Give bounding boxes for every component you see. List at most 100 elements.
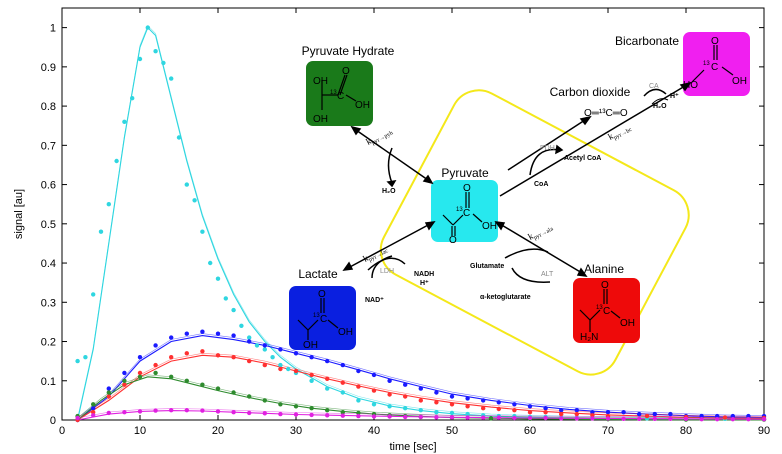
data-point-series-3 xyxy=(137,374,143,379)
data-point-series-2 xyxy=(200,349,205,354)
svg-text:OH: OH xyxy=(313,76,328,87)
data-point-series-0 xyxy=(418,408,423,413)
svg-text:H₂N: H₂N xyxy=(580,332,598,343)
data-point-series-1 xyxy=(184,331,189,336)
data-point-series-1 xyxy=(730,413,735,419)
data-point-series-2 xyxy=(356,384,361,389)
data-point-series-4 xyxy=(262,411,267,416)
data-point-series-2 xyxy=(418,398,423,403)
data-point-series-2 xyxy=(247,358,252,364)
data-point-series-0 xyxy=(91,292,96,297)
data-point-series-1 xyxy=(325,358,330,364)
data-point-series-2 xyxy=(122,382,127,387)
data-point-series-4 xyxy=(746,417,751,422)
y-tick-label: 0.7 xyxy=(41,140,56,152)
data-point-series-1 xyxy=(590,410,595,415)
data-point-series-0 xyxy=(239,323,244,328)
data-point-series-2 xyxy=(434,400,439,405)
lactate-title: Lactate xyxy=(298,267,338,281)
data-point-series-1 xyxy=(106,386,112,391)
nad-label: NAD⁺ xyxy=(365,297,384,304)
data-point-series-4 xyxy=(527,415,533,421)
svg-text:O: O xyxy=(449,235,457,246)
plot-area xyxy=(61,7,765,421)
data-point-series-4 xyxy=(574,416,579,421)
data-point-series-0 xyxy=(403,406,408,411)
y-tick-label: 0.9 xyxy=(41,62,56,74)
data-point-series-0 xyxy=(325,386,330,391)
data-point-series-2 xyxy=(512,408,517,413)
data-point-series-1 xyxy=(137,355,143,360)
svg-text:13: 13 xyxy=(330,90,337,96)
data-point-series-1 xyxy=(247,339,252,344)
data-point-series-1 xyxy=(574,408,579,413)
data-point-series-4 xyxy=(715,417,720,422)
data-point-series-3 xyxy=(184,378,189,383)
pdh-label: PDH xyxy=(540,145,555,152)
svg-text:HO: HO xyxy=(683,80,698,91)
data-point-series-1 xyxy=(262,343,267,348)
svg-text:C: C xyxy=(463,208,470,219)
svg-text:OH: OH xyxy=(338,327,353,338)
data-point-series-3 xyxy=(215,386,221,391)
data-point-series-2 xyxy=(496,406,501,412)
fit-band-series-1 xyxy=(77,333,765,419)
coa-label: CoA xyxy=(534,181,548,188)
data-point-series-4 xyxy=(356,413,361,419)
data-point-series-1 xyxy=(543,406,548,411)
data-point-series-1 xyxy=(387,378,392,383)
data-point-series-4 xyxy=(340,413,345,418)
data-point-series-0 xyxy=(130,96,135,101)
data-point-series-4 xyxy=(621,416,626,421)
data-point-series-4 xyxy=(75,415,80,421)
data-point-series-2 xyxy=(465,404,470,409)
svg-text:OH: OH xyxy=(732,76,747,87)
data-point-series-2 xyxy=(403,394,408,399)
data-point-series-0 xyxy=(449,410,455,416)
data-point-series-2 xyxy=(371,388,377,393)
x-axis: 0 10 20 30 40 50 60 70 80 90 xyxy=(59,8,770,437)
x-tick-label: 30 xyxy=(290,425,302,437)
data-point-series-0 xyxy=(122,119,127,125)
data-point-series-1 xyxy=(512,402,517,407)
data-point-series-3 xyxy=(231,390,236,395)
data-point-series-4 xyxy=(309,412,314,418)
data-point-series-3 xyxy=(340,410,345,415)
data-point-series-0 xyxy=(75,358,80,364)
y-tick-label: 0.6 xyxy=(41,180,56,192)
x-tick-label: 10 xyxy=(134,425,146,437)
pool-outline xyxy=(379,89,690,376)
data-point-series-2 xyxy=(340,380,345,385)
data-point-series-1 xyxy=(309,355,314,360)
ldh-label: LDH xyxy=(380,268,394,275)
nadh-label: NADH xyxy=(414,271,434,278)
data-point-series-0 xyxy=(262,347,267,352)
data-point-series-0 xyxy=(184,182,189,187)
data-point-series-0 xyxy=(208,260,213,266)
data-point-series-2 xyxy=(153,362,158,368)
y-tick-label: 0.3 xyxy=(41,297,56,309)
data-point-series-2 xyxy=(262,362,267,368)
data-point-series-0 xyxy=(309,378,314,383)
data-point-series-1 xyxy=(371,372,377,378)
data-point-series-2 xyxy=(309,372,314,378)
data-point-series-2 xyxy=(481,406,486,411)
data-point-series-0 xyxy=(223,296,228,301)
data-point-series-4 xyxy=(637,416,642,421)
data-points xyxy=(75,25,767,423)
data-point-series-2 xyxy=(278,366,283,372)
data-point-series-0 xyxy=(231,307,236,313)
data-point-series-1 xyxy=(652,411,657,417)
y-axis-label: signal [au] xyxy=(13,189,25,239)
data-point-series-2 xyxy=(644,413,650,419)
data-point-series-3 xyxy=(153,370,158,376)
svg-text:13: 13 xyxy=(313,313,320,319)
x-axis-label: time [sec] xyxy=(389,441,436,453)
data-point-series-1 xyxy=(169,335,174,340)
data-point-series-3 xyxy=(122,378,127,383)
data-point-series-4 xyxy=(325,413,330,418)
data-point-series-3 xyxy=(325,408,330,413)
svg-text:H⁺: H⁺ xyxy=(670,93,679,100)
y-tick-label: 0 xyxy=(50,415,56,427)
